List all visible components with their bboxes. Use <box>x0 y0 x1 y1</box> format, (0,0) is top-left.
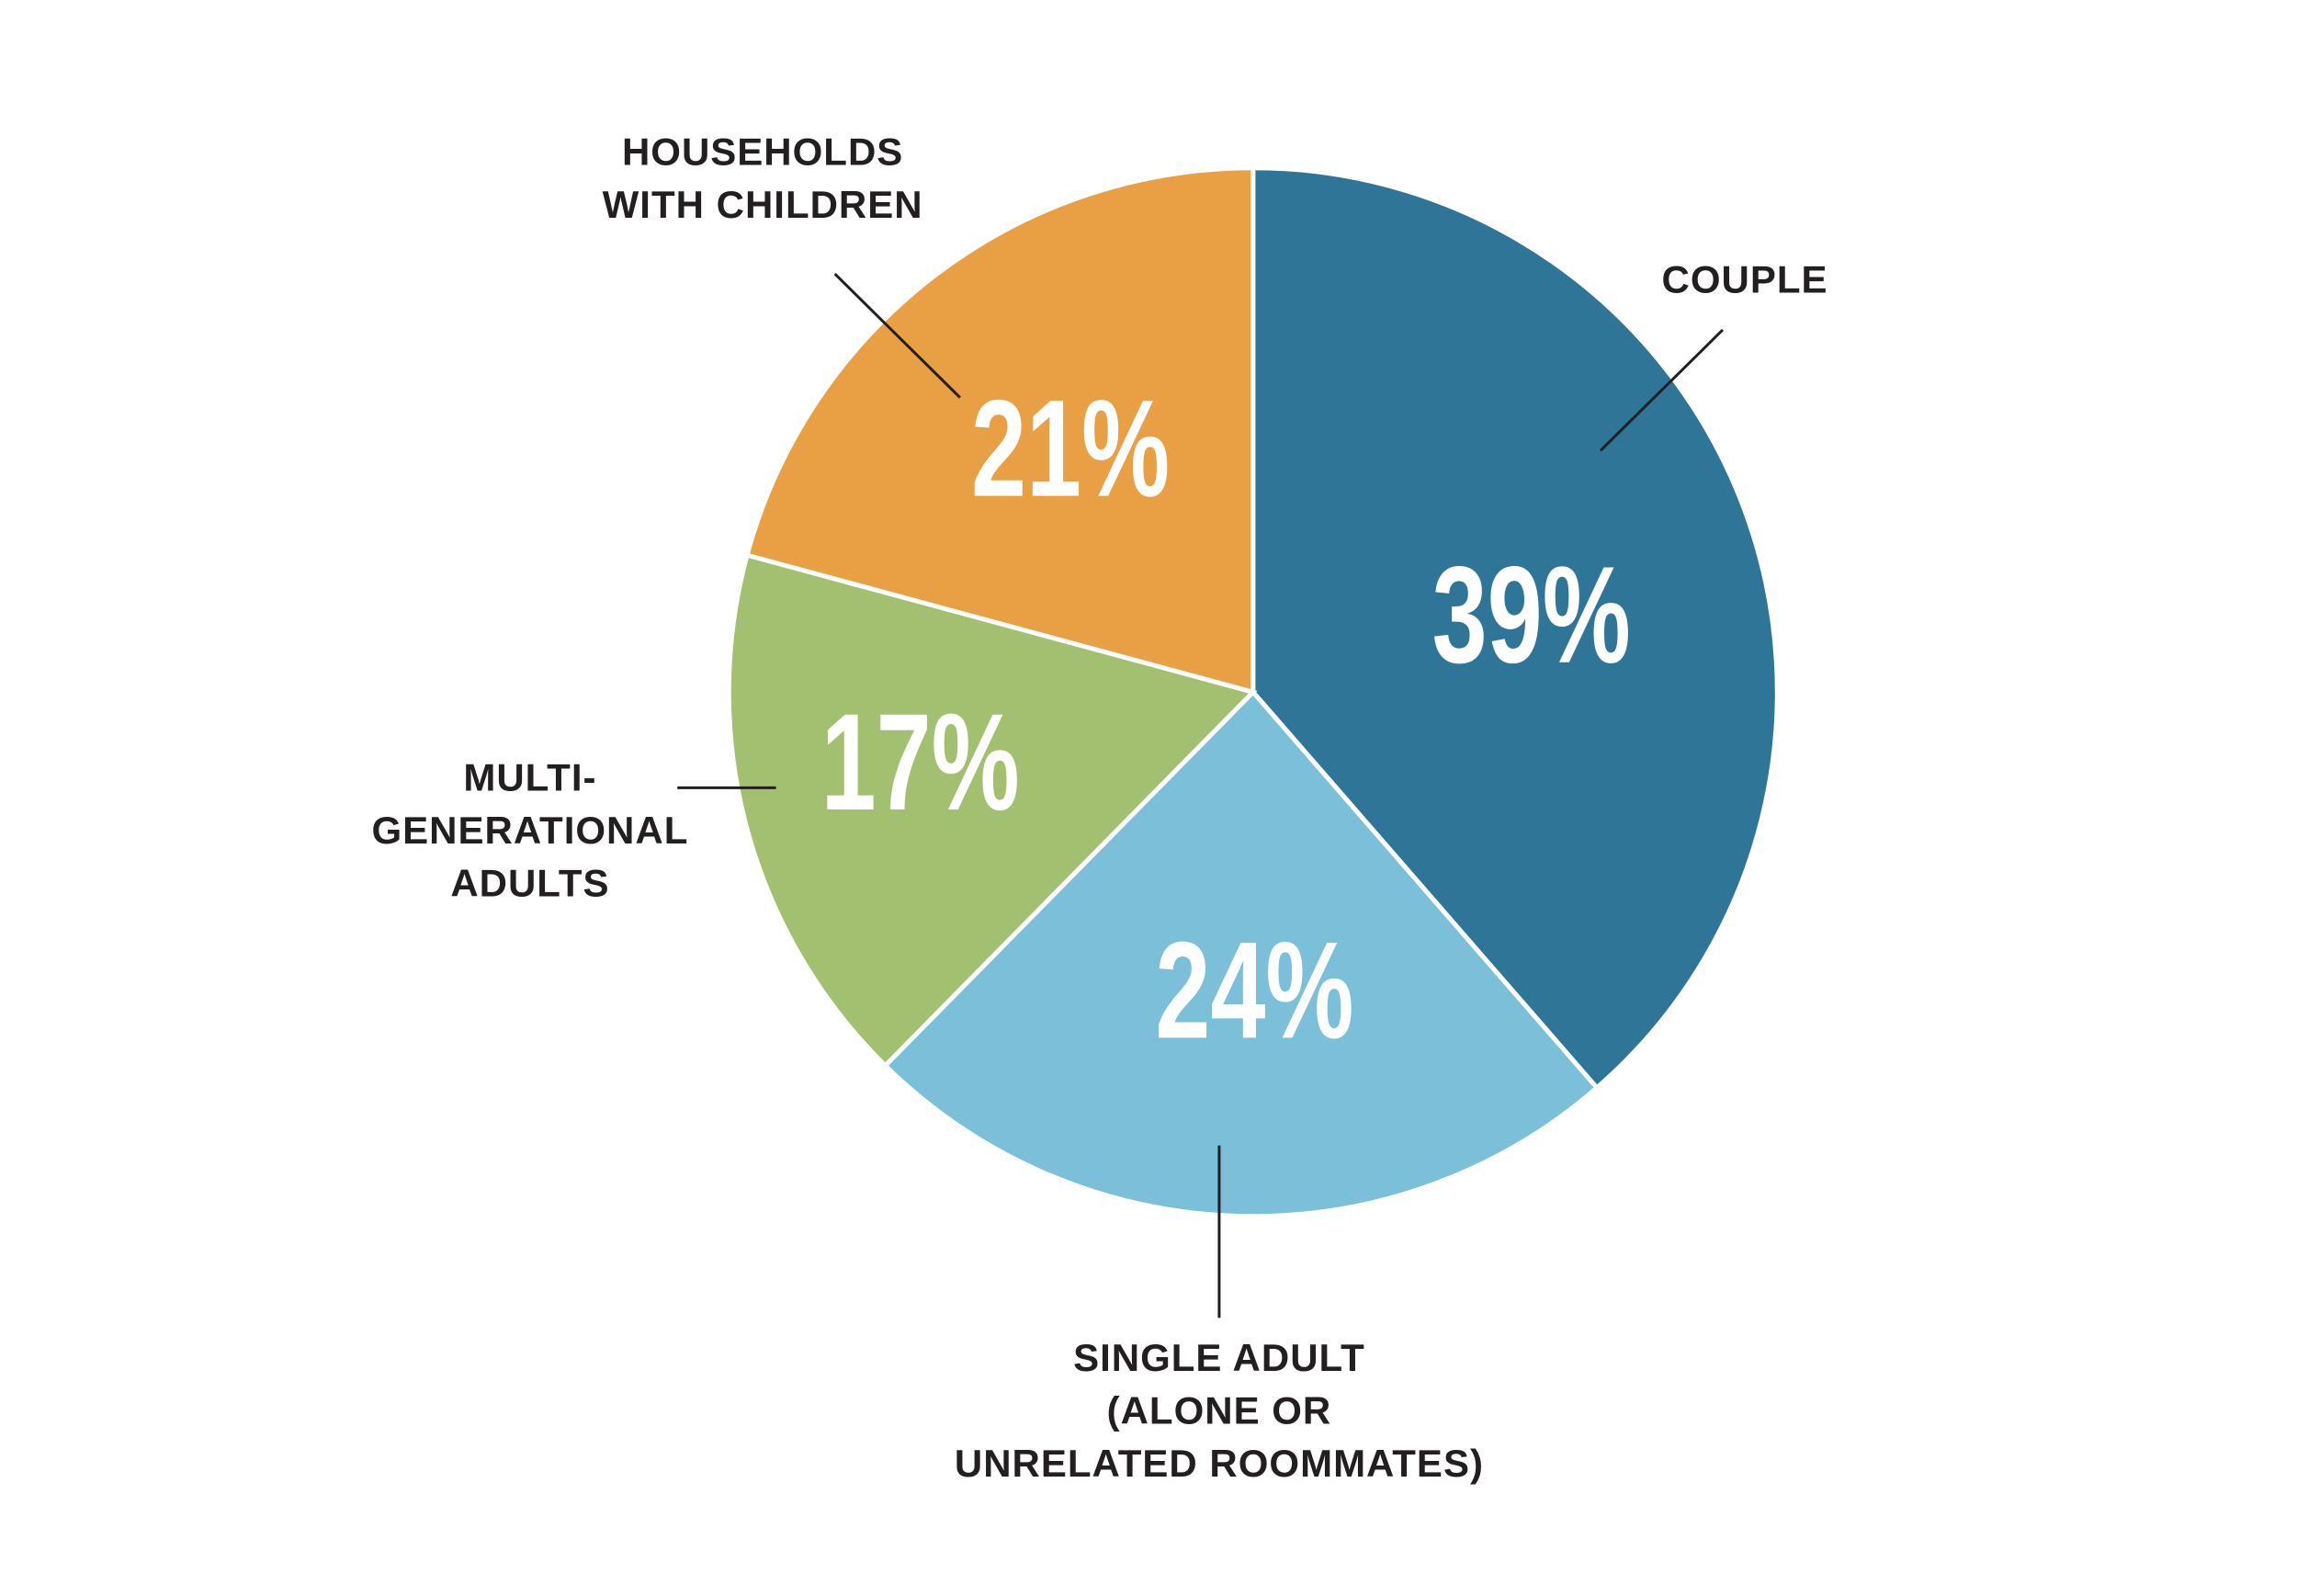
value-label: 39% <box>1432 538 1631 692</box>
value-label: 21% <box>971 371 1170 526</box>
category-label-line: UNRELATED ROOMMATES) <box>955 1442 1484 1485</box>
category-label-line: ADULTS <box>450 862 609 905</box>
pie-slice <box>744 165 1256 696</box>
category-label-line: GENERATIONAL <box>371 809 688 852</box>
category-label: HOUSEHOLDS WITH CHILDREN <box>603 130 923 226</box>
category-label-line: (ALONE OR <box>1107 1389 1332 1432</box>
pie-slice <box>1250 165 1780 1092</box>
category-label: SINGLE ADULT (ALONE OR UNRELATED ROOMMATES… <box>955 1336 1484 1485</box>
leader-line <box>1599 328 1725 452</box>
category-label-line: WITH CHILDREN <box>603 183 923 226</box>
category-label: MULTI- GENERATIONAL ADULTS <box>371 755 688 904</box>
category-label-line: COUPLE <box>1662 258 1828 301</box>
category-label-line: HOUSEHOLDS <box>622 130 903 173</box>
category-label-line: MULTI- <box>463 755 596 798</box>
category-label: COUPLE <box>1662 258 1828 301</box>
value-label: 17% <box>821 685 1020 840</box>
pie-slice <box>726 552 1258 1070</box>
value-label: 24% <box>1155 913 1353 1068</box>
pie-slice <box>881 688 1601 1219</box>
leader-line <box>833 273 961 399</box>
category-label-line: SINGLE ADULT <box>1073 1336 1365 1379</box>
